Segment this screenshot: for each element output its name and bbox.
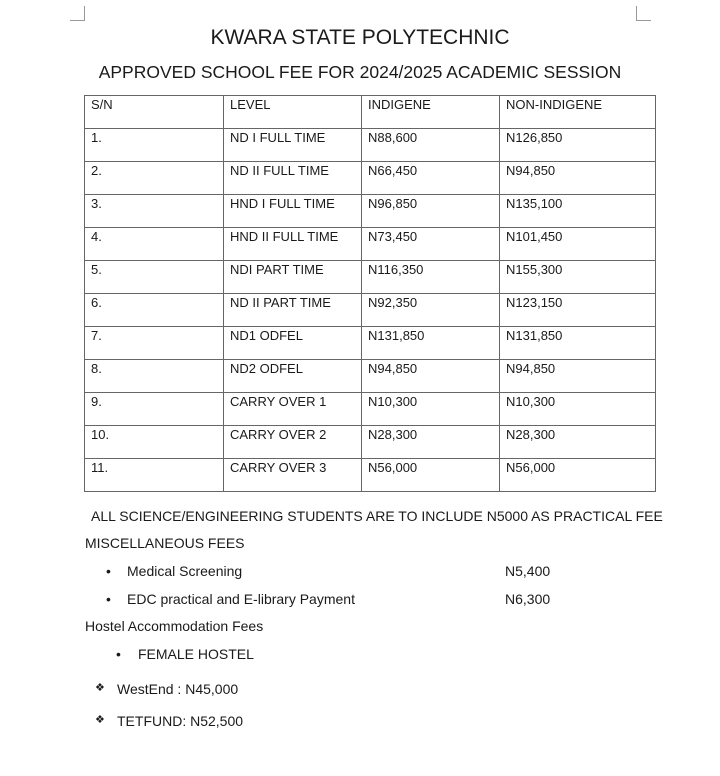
table-row: 1. ND I FULL TIME N88,600 N126,850 [84, 128, 656, 162]
table-row: 4. HND II FULL TIME N73,450 N101,450 [84, 227, 656, 261]
misc-item-label: Medical Screening [127, 563, 243, 579]
cell-non-indigene: N94,850 [499, 161, 656, 195]
cell-indigene: N10,300 [361, 392, 500, 426]
table-row: 5. NDI PART TIME N116,350 N155,300 [84, 260, 656, 294]
bullet-icon: • [116, 646, 121, 662]
table-row: 3. HND I FULL TIME N96,850 N135,100 [84, 194, 656, 228]
cell-non-indigene: N126,850 [499, 128, 656, 162]
cell-indigene: N116,350 [361, 260, 500, 294]
cell-indigene: N73,450 [361, 227, 500, 261]
cell-level: NDI PART TIME [223, 260, 362, 294]
bullet-icon: • [106, 563, 111, 579]
cell-level: ND1 ODFEL [223, 326, 362, 360]
cell-indigene: N66,450 [361, 161, 500, 195]
cell-sn: 8. [84, 359, 224, 393]
hostel-category: FEMALE HOSTEL [138, 646, 254, 662]
cell-level: ND2 ODFEL [223, 359, 362, 393]
table-header-row: S/N LEVEL INDIGENE NON-INDIGENE [84, 95, 656, 129]
cell-indigene: N56,000 [361, 458, 500, 492]
header-indigene: INDIGENE [361, 95, 500, 129]
table-row: 6. ND II PART TIME N92,350 N123,150 [84, 293, 656, 327]
practical-fee-note: ALL SCIENCE/ENGINEERING STUDENTS ARE TO … [91, 508, 663, 524]
cell-non-indigene: N123,150 [499, 293, 656, 327]
cell-indigene: N96,850 [361, 194, 500, 228]
cell-sn: 6. [84, 293, 224, 327]
cell-level: HND II FULL TIME [223, 227, 362, 261]
cell-level: ND II FULL TIME [223, 161, 362, 195]
cell-level: CARRY OVER 1 [223, 392, 362, 426]
cell-non-indigene: N28,300 [499, 425, 656, 459]
cell-sn: 10. [84, 425, 224, 459]
misc-item-label: EDC practical and E-library Payment [127, 591, 355, 607]
cell-non-indigene: N56,000 [499, 458, 656, 492]
cell-level: ND II PART TIME [223, 293, 362, 327]
table-row: 9. CARRY OVER 1 N10,300 N10,300 [84, 392, 656, 426]
cell-level: CARRY OVER 3 [223, 458, 362, 492]
cell-level: ND I FULL TIME [223, 128, 362, 162]
header-non-indigene: NON-INDIGENE [499, 95, 656, 129]
cell-indigene: N94,850 [361, 359, 500, 393]
cell-indigene: N92,350 [361, 293, 500, 327]
cell-non-indigene: N131,850 [499, 326, 656, 360]
cell-sn: 7. [84, 326, 224, 360]
misc-item-amount: N6,300 [505, 591, 551, 607]
document-title: KWARA STATE POLYTECHNIC [210, 26, 510, 49]
table-row: 11. CARRY OVER 3 N56,000 N56,000 [84, 458, 656, 492]
table-row: 10. CARRY OVER 2 N28,300 N28,300 [84, 425, 656, 459]
cell-level: HND I FULL TIME [223, 194, 362, 228]
table-row: 7. ND1 ODFEL N131,850 N131,850 [84, 326, 656, 360]
cell-indigene: N88,600 [361, 128, 500, 162]
cell-non-indigene: N135,100 [499, 194, 656, 228]
misc-item-amount: N5,400 [505, 563, 551, 579]
cell-level: CARRY OVER 2 [223, 425, 362, 459]
cell-sn: 5. [84, 260, 224, 294]
cell-non-indigene: N101,450 [499, 227, 656, 261]
misc-heading: MISCELLANEOUS FEES [85, 535, 245, 551]
cell-sn: 4. [84, 227, 224, 261]
cell-sn: 11. [84, 458, 224, 492]
hostel-item: TETFUND: N52,500 [117, 713, 244, 729]
cell-sn: 2. [84, 161, 224, 195]
header-sn: S/N [84, 95, 224, 129]
hostel-item: WestEnd : N45,000 [117, 681, 239, 697]
margin-corner-mark [636, 6, 651, 21]
cell-sn: 1. [84, 128, 224, 162]
diamond-bullet-icon: ❖ [95, 714, 105, 726]
header-level: LEVEL [223, 95, 362, 129]
cell-sn: 3. [84, 194, 224, 228]
bullet-icon: • [106, 591, 111, 607]
diamond-bullet-icon: ❖ [95, 682, 105, 694]
table-row: 2. ND II FULL TIME N66,450 N94,850 [84, 161, 656, 195]
hostel-heading: Hostel Accommodation Fees [85, 618, 264, 634]
cell-indigene: N28,300 [361, 425, 500, 459]
cell-non-indigene: N155,300 [499, 260, 656, 294]
cell-non-indigene: N10,300 [499, 392, 656, 426]
table-row: 8. ND2 ODFEL N94,850 N94,850 [84, 359, 656, 393]
cell-non-indigene: N94,850 [499, 359, 656, 393]
cell-indigene: N131,850 [361, 326, 500, 360]
document-subtitle: APPROVED SCHOOL FEE FOR 2024/2025 ACADEM… [98, 62, 622, 82]
fee-table: S/N LEVEL INDIGENE NON-INDIGENE 1. ND I F… [84, 95, 656, 492]
margin-corner-mark [70, 6, 85, 21]
cell-sn: 9. [84, 392, 224, 426]
